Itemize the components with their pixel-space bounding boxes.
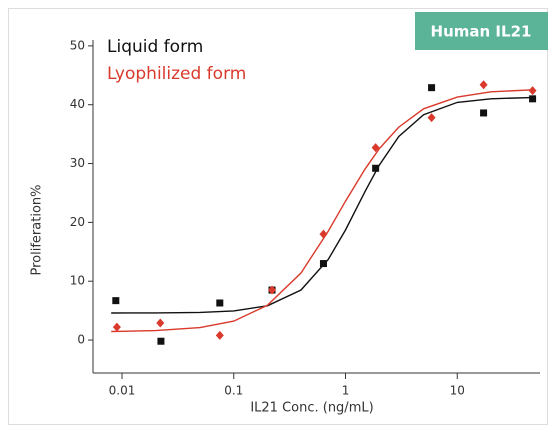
point [112, 297, 120, 305]
legend-label: Liquid form [107, 37, 203, 57]
badge-text: Human IL21 [431, 23, 532, 41]
point [319, 229, 328, 239]
y-tick-label: 50 [70, 38, 85, 52]
y-axis-label: Proliferation% [30, 185, 45, 276]
y-tick-label: 40 [70, 97, 85, 111]
point [215, 330, 224, 340]
fit-curve [111, 89, 536, 333]
point [216, 299, 224, 307]
x-tick-label: 1 [342, 384, 350, 398]
panel-border [8, 8, 548, 425]
point [528, 86, 537, 96]
point [319, 260, 327, 268]
point [372, 164, 380, 172]
point [529, 95, 537, 103]
point [371, 143, 380, 153]
point [157, 337, 165, 345]
point [428, 84, 436, 92]
point [427, 113, 436, 123]
x-axis-label: IL21 Conc. (ng/mL) [250, 401, 373, 416]
point [156, 318, 165, 328]
y-tick-label: 20 [70, 215, 85, 229]
legend-label: Lyophilized form [107, 64, 246, 84]
fit-curve [111, 96, 536, 314]
point [268, 285, 277, 295]
y-tick-label: 30 [70, 156, 85, 170]
point [480, 109, 488, 117]
point [479, 80, 488, 90]
point [112, 322, 121, 332]
badge [415, 12, 548, 50]
y-tick-label: 10 [70, 274, 85, 288]
x-tick-label: 0.1 [224, 384, 243, 398]
x-tick-label: 10 [450, 384, 465, 398]
y-tick-label: 0 [77, 333, 85, 347]
x-tick-label: 0.01 [109, 384, 136, 398]
